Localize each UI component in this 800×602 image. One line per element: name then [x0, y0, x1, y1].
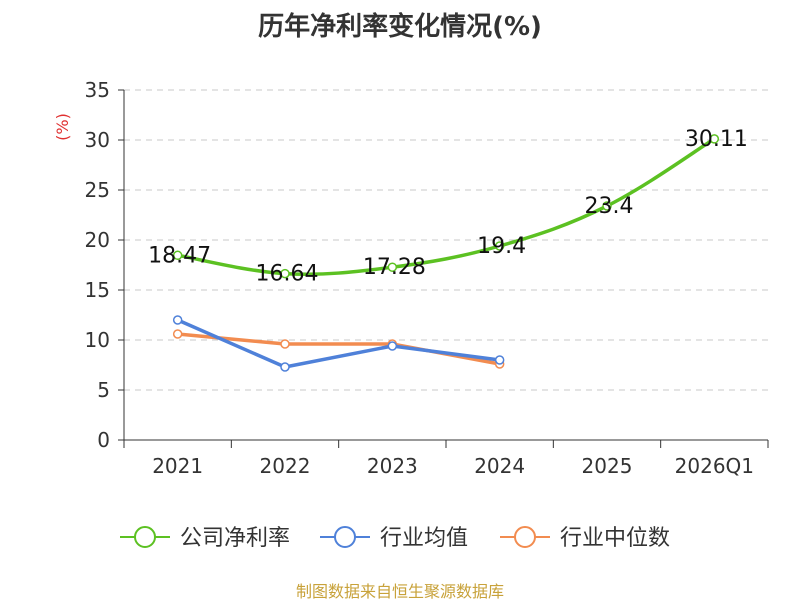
data-point — [387, 262, 398, 272]
series — [172, 134, 720, 372]
data-label: 16.64 — [256, 262, 319, 287]
data-point — [387, 341, 398, 351]
data-point — [494, 241, 505, 251]
y-tick-label: 5 — [97, 378, 110, 402]
y-axis-unit-label: (%) — [53, 113, 72, 141]
grid-lines — [124, 89, 768, 391]
series-1 — [172, 315, 505, 372]
legend-item: 行业均值 — [320, 526, 468, 551]
data-point — [172, 329, 183, 339]
data-label: 18.47 — [148, 243, 211, 268]
y-tick-label: 15 — [85, 278, 110, 302]
x-tick-label: 2025 — [582, 454, 633, 478]
data-label: 19.4 — [477, 234, 526, 259]
y-tick-label: 0 — [97, 428, 110, 452]
legend-label: 行业中位数 — [560, 526, 670, 551]
legend-marker — [134, 526, 156, 548]
data-point — [172, 250, 183, 261]
legend-item: 公司净利率 — [120, 526, 290, 551]
chart-title: 历年净利率变化情况(%) — [258, 12, 542, 42]
legend-marker — [514, 526, 536, 548]
x-tick-label: 2024 — [474, 454, 525, 478]
legend-label: 行业均值 — [380, 526, 468, 551]
y-tick-label: 30 — [85, 128, 110, 152]
x-tick-label: 2023 — [367, 454, 418, 478]
data-label: 17.28 — [363, 255, 426, 280]
y-tick-label: 10 — [85, 328, 110, 352]
source-note: 制图数据来自恒生聚源数据库 — [295, 582, 504, 601]
data-point — [172, 315, 183, 325]
series-2 — [172, 329, 505, 369]
data-label: 23.4 — [585, 194, 634, 219]
series-line — [175, 332, 502, 366]
legend: 公司净利率 行业均值 行业中位数 — [120, 526, 670, 551]
data-point — [280, 362, 290, 372]
y-tick-label: 20 — [85, 228, 110, 252]
legend-marker — [334, 526, 356, 548]
data-point — [494, 355, 505, 365]
series-line — [175, 318, 502, 369]
x-tick-label: 2026Q1 — [675, 454, 754, 478]
x-tick-label: 2021 — [152, 454, 203, 478]
series-0 — [172, 134, 720, 279]
data-labels: 18.47 16.64 17.28 19.4 23.4 30.11 — [148, 127, 748, 287]
legend-item: 行业中位数 — [500, 526, 670, 551]
data-point — [280, 339, 290, 349]
x-tick-label: 2022 — [260, 454, 311, 478]
data-point — [280, 268, 290, 279]
data-point — [602, 201, 612, 211]
series-line — [175, 137, 717, 276]
data-label: 30.11 — [685, 127, 748, 152]
y-tick-label: 25 — [85, 178, 110, 202]
legend-label: 公司净利率 — [180, 526, 290, 551]
data-point — [709, 134, 720, 144]
y-tick-label: 35 — [85, 78, 110, 102]
